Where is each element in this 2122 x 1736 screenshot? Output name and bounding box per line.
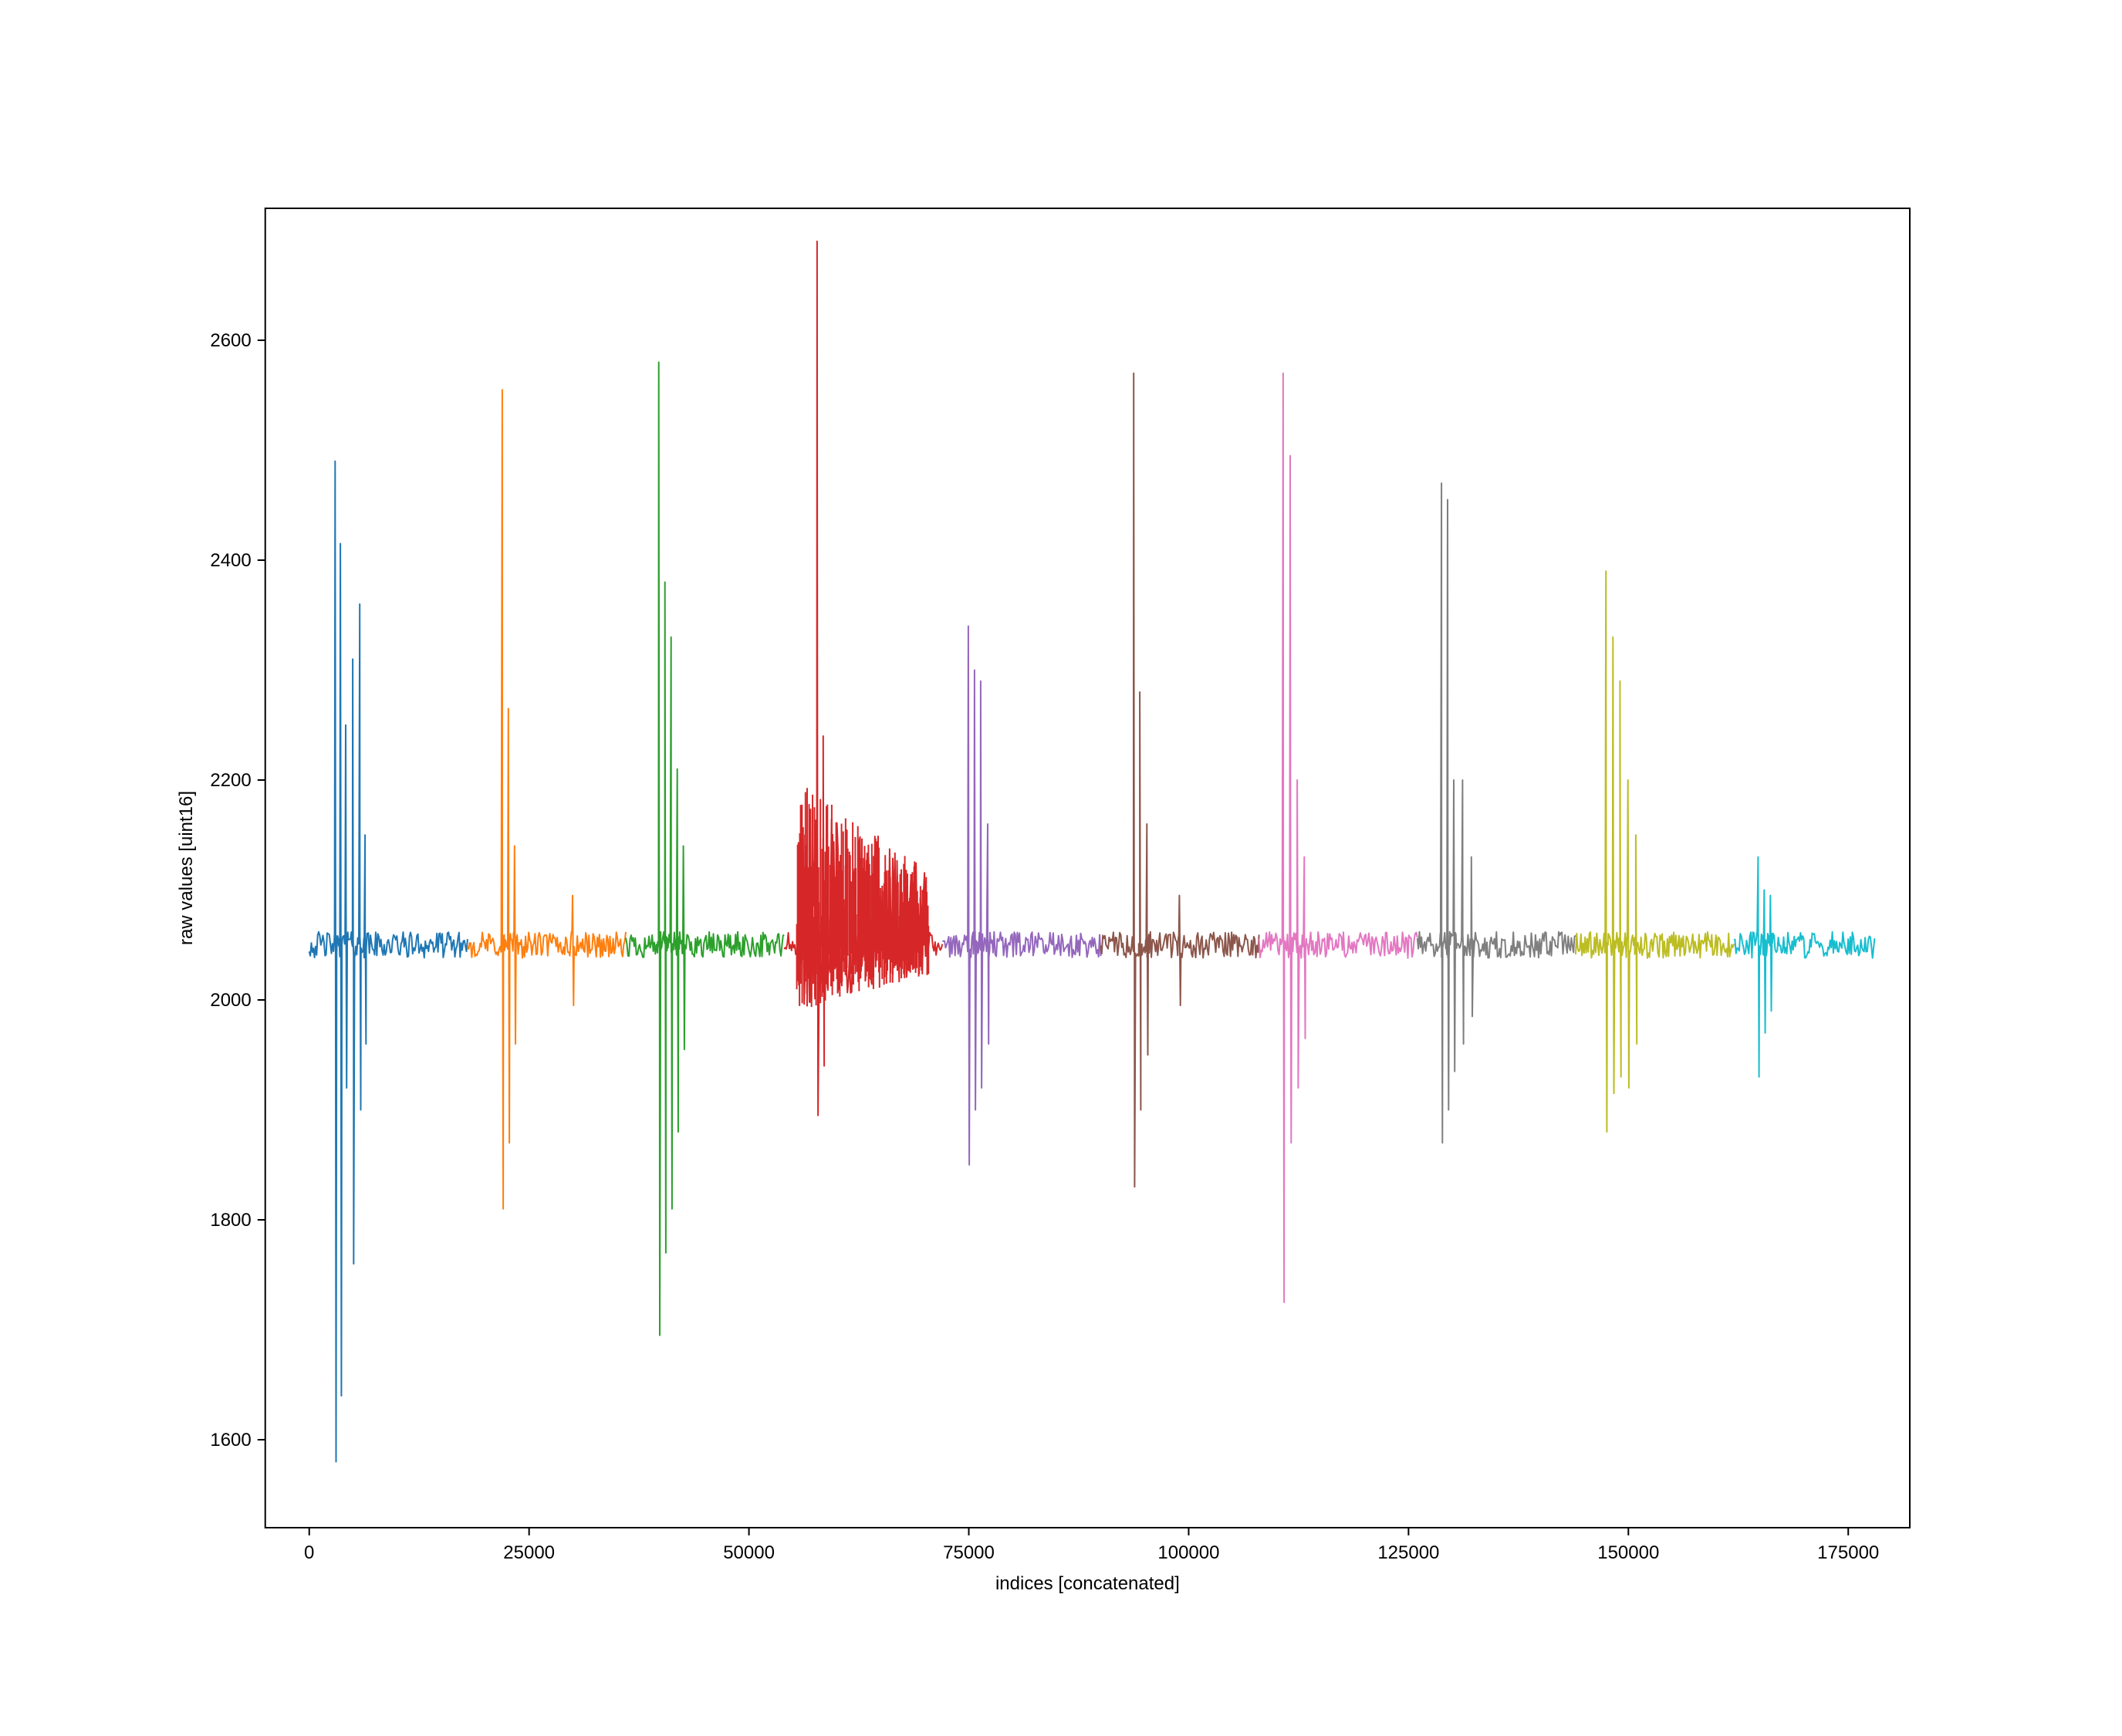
chart-svg: 0 25000 50000 75000 100000 125000 150000 175000… bbox=[0, 0, 2122, 1736]
series-s9 bbox=[1734, 857, 1874, 1077]
series-s7 bbox=[1417, 483, 1576, 1143]
x-tick-label: 100000 bbox=[1157, 1542, 1219, 1563]
series-s8 bbox=[1576, 571, 1734, 1132]
series-s6 bbox=[1259, 373, 1417, 1302]
series-s2 bbox=[626, 363, 784, 1336]
x-tick-label: 50000 bbox=[723, 1542, 775, 1563]
x-tick-label: 75000 bbox=[943, 1542, 995, 1563]
y-tick-label: 1800 bbox=[210, 1210, 251, 1231]
chart-container: 0 25000 50000 75000 100000 125000 150000 175000… bbox=[0, 0, 2122, 1736]
x-tick-label: 0 bbox=[304, 1542, 314, 1563]
y-tick-label: 2200 bbox=[210, 770, 251, 791]
series-s4 bbox=[942, 627, 1100, 1165]
series-s5 bbox=[1101, 373, 1259, 1187]
series-s0 bbox=[309, 461, 468, 1462]
plot-group bbox=[309, 241, 1875, 1462]
y-axis-label: raw values [uint16] bbox=[176, 791, 197, 945]
x-tick-label: 25000 bbox=[503, 1542, 555, 1563]
x-tick-label: 175000 bbox=[1817, 1542, 1879, 1563]
x-tick-label: 150000 bbox=[1597, 1542, 1659, 1563]
y-tick-label: 2600 bbox=[210, 330, 251, 351]
y-tick-label: 1600 bbox=[210, 1430, 251, 1451]
y-tick-label: 2000 bbox=[210, 990, 251, 1011]
x-axis-label: indices [concatenated] bbox=[995, 1573, 1180, 1594]
plot-border bbox=[265, 208, 1910, 1528]
x-tick-label: 125000 bbox=[1377, 1542, 1439, 1563]
y-tick-label: 2400 bbox=[210, 550, 251, 571]
series-s1 bbox=[468, 390, 626, 1209]
